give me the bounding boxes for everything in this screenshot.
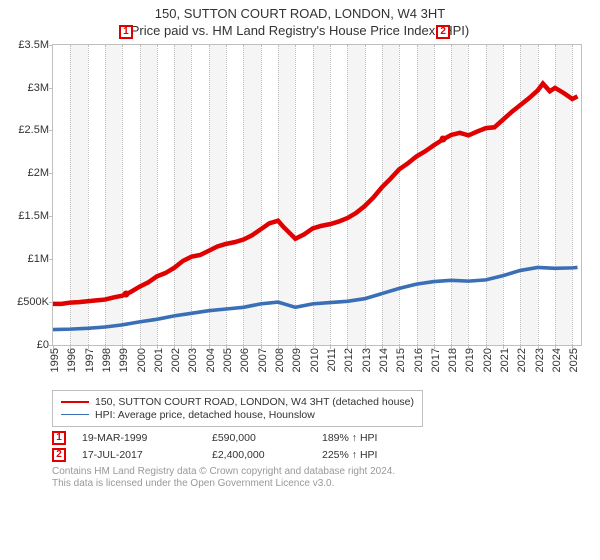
x-tick-label: 1997 [84, 345, 96, 372]
sale-point-2 [440, 136, 447, 143]
y-tick-label: £2.5M [18, 124, 53, 136]
legend-label: 150, SUTTON COURT ROAD, LONDON, W4 3HT (… [95, 396, 414, 408]
transaction-date: 17-JUL-2017 [82, 449, 212, 461]
x-tick-label: 2002 [170, 345, 182, 372]
legend-item: 150, SUTTON COURT ROAD, LONDON, W4 3HT (… [61, 396, 414, 408]
x-tick-label: 2016 [413, 345, 425, 372]
x-tick-label: 2000 [136, 345, 148, 372]
x-tick-label: 1998 [101, 345, 113, 372]
legend-swatch [61, 414, 89, 415]
x-tick-label: 2020 [482, 345, 494, 372]
x-tick-label: 2003 [187, 345, 199, 372]
x-tick-label: 2022 [516, 345, 528, 372]
sale-marker-1: 1 [119, 25, 133, 39]
footer-line-2: This data is licensed under the Open Gov… [52, 478, 586, 491]
transaction-date: 19-MAR-1999 [82, 432, 212, 444]
transaction-hpi: 189% ↑ HPI [322, 432, 377, 444]
x-tick-label: 2008 [274, 345, 286, 372]
y-tick-label: £1.5M [18, 210, 53, 222]
legend-swatch [61, 401, 89, 403]
plot-region: £0£500K£1M£1.5M£2M£2.5M£3M£3.5M199519961… [52, 44, 582, 346]
transaction-marker: 2 [52, 448, 66, 462]
x-tick-label: 2021 [499, 345, 511, 372]
chart-subtitle: Price paid vs. HM Land Registry's House … [14, 23, 586, 40]
x-tick-label: 2024 [551, 345, 563, 372]
transaction-row: 2 17-JUL-2017£2,400,000225% ↑ HPI [52, 448, 586, 462]
x-tick-label: 2019 [464, 345, 476, 372]
x-tick-label: 1996 [66, 345, 78, 372]
footer-attribution: Contains HM Land Registry data © Crown c… [52, 466, 586, 491]
x-tick-label: 2018 [447, 345, 459, 372]
legend-item: HPI: Average price, detached house, Houn… [61, 409, 414, 421]
series-hpi [53, 267, 578, 329]
sale-marker-2: 2 [436, 25, 450, 39]
x-tick-label: 2025 [568, 345, 580, 372]
x-tick-label: 2017 [430, 345, 442, 372]
x-tick-label: 2013 [361, 345, 373, 372]
y-tick-label: £3.5M [18, 39, 53, 51]
transaction-row: 1 19-MAR-1999£590,000189% ↑ HPI [52, 431, 586, 445]
x-tick-label: 1999 [118, 345, 130, 372]
x-tick-label: 2005 [222, 345, 234, 372]
x-tick-label: 2011 [326, 345, 338, 372]
y-tick-label: £500K [17, 296, 53, 308]
x-tick-label: 1995 [49, 345, 61, 372]
chart-title: 150, SUTTON COURT ROAD, LONDON, W4 3HT [14, 6, 586, 23]
chart-lines [53, 45, 581, 345]
chart-area: £0£500K£1M£1.5M£2M£2.5M£3M£3.5M199519961… [52, 44, 582, 384]
x-tick-label: 2004 [205, 345, 217, 372]
legend: 150, SUTTON COURT ROAD, LONDON, W4 3HT (… [52, 390, 423, 427]
x-tick-label: 2015 [395, 345, 407, 372]
x-tick-label: 2006 [239, 345, 251, 372]
sale-point-1 [122, 291, 129, 298]
legend-label: HPI: Average price, detached house, Houn… [95, 409, 315, 421]
x-tick-label: 2014 [378, 345, 390, 372]
series-price_paid [53, 83, 578, 303]
footer-line-1: Contains HM Land Registry data © Crown c… [52, 466, 586, 479]
x-tick-label: 2012 [343, 345, 355, 372]
x-tick-label: 2023 [534, 345, 546, 372]
transactions-table: 1 19-MAR-1999£590,000189% ↑ HPI 2 17-JUL-20… [52, 431, 586, 462]
x-tick-label: 2007 [257, 345, 269, 372]
transaction-price: £2,400,000 [212, 449, 322, 461]
transaction-marker: 1 [52, 431, 66, 445]
transaction-hpi: 225% ↑ HPI [322, 449, 377, 461]
x-tick-label: 2010 [309, 345, 321, 372]
x-tick-label: 2001 [153, 345, 165, 372]
transaction-price: £590,000 [212, 432, 322, 444]
x-tick-label: 2009 [291, 345, 303, 372]
